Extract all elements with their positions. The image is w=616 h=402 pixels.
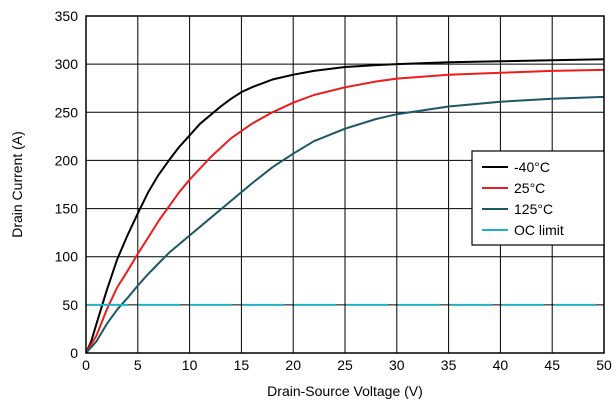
y-tick-label: 50 — [62, 297, 78, 313]
series-line-0 — [85, 58, 605, 354]
series-line-2 — [85, 95, 605, 354]
legend-label: OC limit — [514, 222, 564, 238]
legend-label: 25°C — [514, 180, 545, 196]
series-line-1 — [85, 68, 605, 354]
y-tick-label: 0 — [70, 345, 78, 361]
y-tick-label: 350 — [55, 8, 79, 24]
y-tick-label: 100 — [55, 249, 79, 265]
x-tick-label: 15 — [234, 357, 250, 373]
legend: -40°C 25°C 125°C OC limit — [471, 150, 605, 246]
x-axis-ticks: 0 5 10 15 20 25 30 35 40 45 50 — [82, 357, 612, 373]
x-tick-label: 5 — [134, 357, 142, 373]
x-tick-label: 45 — [544, 357, 560, 373]
y-tick-label: 250 — [55, 104, 79, 120]
y-axis-ticks: 0 50 100 150 200 250 300 350 — [55, 8, 79, 361]
x-tick-label: 50 — [596, 357, 612, 373]
y-tick-label: 150 — [55, 201, 79, 217]
series-lines — [85, 58, 605, 354]
y-tick-label: 300 — [55, 56, 79, 72]
x-tick-label: 20 — [285, 357, 301, 373]
x-axis-title: Drain-Source Voltage (V) — [267, 383, 423, 399]
x-tick-label: 0 — [82, 357, 90, 373]
legend-label: -40°C — [514, 159, 550, 175]
x-tick-label: 10 — [182, 357, 198, 373]
x-tick-label: 40 — [493, 357, 509, 373]
x-tick-label: 30 — [389, 357, 405, 373]
y-axis-title: Drain Current (A) — [9, 131, 25, 238]
x-tick-label: 25 — [337, 357, 353, 373]
legend-label: 125°C — [514, 201, 553, 217]
x-tick-label: 35 — [441, 357, 457, 373]
y-tick-label: 200 — [55, 152, 79, 168]
